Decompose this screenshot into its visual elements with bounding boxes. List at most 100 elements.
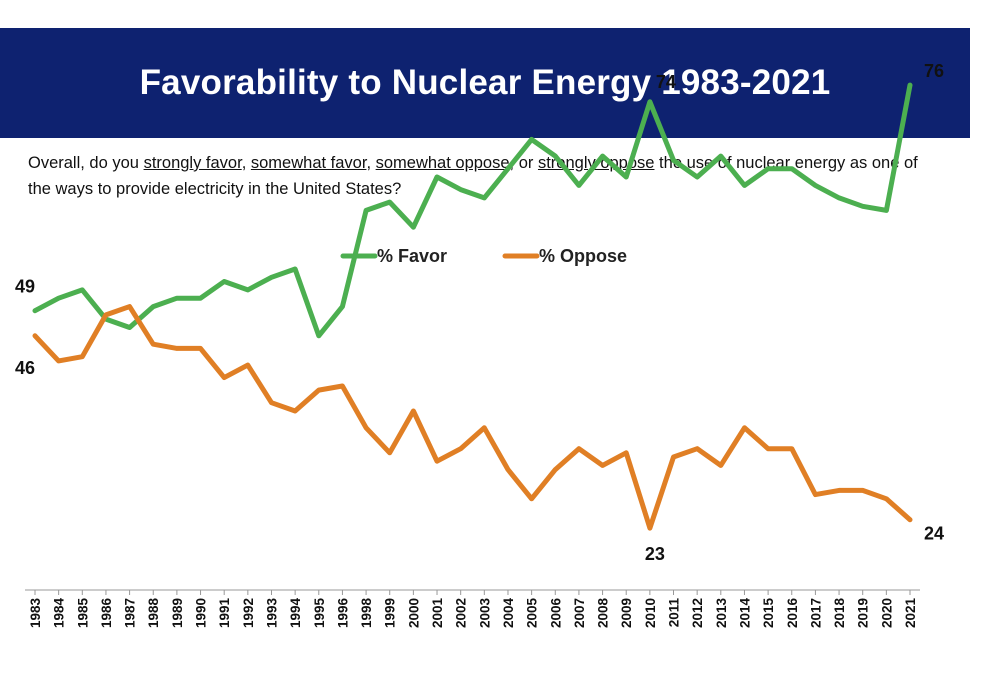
data-point-favor — [245, 287, 250, 293]
data-point-favor — [269, 275, 274, 280]
x-tick-label-1994: 1994 — [288, 598, 303, 629]
x-tick-label-2016: 2016 — [785, 598, 800, 629]
data-point-oppose — [884, 496, 889, 501]
data-point-oppose — [316, 387, 321, 393]
legend-label-oppose: % Oppose — [539, 246, 627, 266]
x-tick-label-1991: 1991 — [217, 598, 232, 629]
x-tick-label-2009: 2009 — [619, 598, 634, 628]
data-point-oppose — [411, 408, 416, 414]
x-tick-label-2002: 2002 — [454, 598, 469, 628]
data-point-favor — [789, 166, 794, 171]
x-tick-label-1984: 1984 — [52, 598, 67, 629]
data-point-oppose — [363, 425, 369, 430]
data-point-favor — [32, 308, 38, 313]
data-point-oppose — [198, 346, 203, 351]
data-point-favor — [836, 195, 842, 201]
series-line-favor — [32, 82, 913, 339]
data-point-oppose — [836, 488, 842, 493]
data-point-favor — [765, 166, 771, 171]
data-point-favor — [222, 279, 227, 284]
x-tick-label-2018: 2018 — [832, 598, 847, 629]
series-line-oppose — [32, 304, 913, 531]
data-point-favor — [198, 296, 203, 301]
data-point-favor — [151, 304, 156, 309]
x-tick-label-2019: 2019 — [856, 598, 871, 628]
data-point-oppose — [127, 304, 132, 309]
data-point-oppose — [576, 446, 582, 451]
data-point-favor — [411, 225, 416, 230]
data-label-favor-2010: 74 — [656, 72, 676, 92]
x-tick-label-2006: 2006 — [548, 598, 563, 629]
option-strongly-favor: strongly favor — [143, 154, 242, 172]
question-sep-1: , — [241, 154, 251, 172]
title-banner: Favorability to Nuclear Energy 1983-2021 — [0, 28, 970, 138]
x-tick-label-1999: 1999 — [383, 598, 398, 628]
data-point-oppose — [434, 459, 440, 464]
x-tick-label-2003: 2003 — [477, 598, 492, 629]
x-tick-label-2013: 2013 — [714, 598, 729, 629]
data-point-oppose — [482, 425, 487, 430]
data-point-favor — [387, 199, 392, 205]
data-point-oppose — [695, 446, 700, 451]
data-label-favor-1983: 49 — [15, 277, 35, 297]
data-point-favor — [671, 158, 676, 163]
x-tick-label-2020: 2020 — [879, 598, 894, 628]
option-somewhat-favor: somewhat favor — [250, 154, 367, 172]
x-tick-label-2014: 2014 — [737, 598, 752, 629]
data-point-favor — [624, 174, 629, 180]
data-point-oppose — [765, 446, 771, 451]
x-tick-label-2007: 2007 — [572, 598, 587, 628]
x-tick-label-2011: 2011 — [667, 598, 682, 628]
x-tick-label-2001: 2001 — [430, 598, 445, 629]
data-point-favor — [482, 195, 487, 201]
data-point-oppose — [269, 400, 274, 405]
data-point-oppose — [907, 517, 913, 522]
x-tick-label-1993: 1993 — [264, 598, 279, 629]
data-point-oppose — [151, 342, 156, 347]
data-point-oppose — [671, 454, 676, 460]
data-point-favor — [505, 166, 511, 171]
data-point-favor — [174, 296, 180, 301]
data-point-favor — [458, 187, 463, 192]
data-point-oppose — [813, 492, 818, 497]
data-point-favor — [434, 174, 440, 180]
data-point-oppose — [742, 425, 747, 430]
data-point-favor — [363, 208, 369, 213]
data-label-favor-2021: 76 — [924, 61, 944, 81]
x-tick-label-2000: 2000 — [406, 598, 421, 628]
x-tick-label-1996: 1996 — [335, 598, 350, 629]
data-point-favor — [529, 137, 534, 142]
data-label-oppose-1983: 46 — [15, 358, 35, 378]
question-prefix: Overall, do you — [28, 154, 144, 172]
x-tick-label-2015: 2015 — [761, 598, 776, 629]
data-point-oppose — [860, 488, 865, 493]
x-tick-label-1992: 1992 — [241, 598, 256, 628]
data-point-oppose — [647, 525, 653, 531]
x-tick-label-1985: 1985 — [75, 598, 90, 629]
data-point-favor — [695, 174, 700, 180]
data-point-favor — [647, 99, 653, 105]
x-tick-label-2012: 2012 — [690, 598, 705, 628]
data-point-oppose — [222, 375, 227, 380]
x-tick-label-1983: 1983 — [28, 598, 43, 629]
legend-label-favor: % Favor — [377, 246, 447, 266]
x-tick-label-2021: 2021 — [903, 598, 918, 629]
data-point-favor — [742, 183, 747, 188]
x-tick-label-1987: 1987 — [123, 598, 138, 628]
data-point-favor — [80, 287, 85, 293]
data-point-favor — [316, 333, 321, 338]
data-point-oppose — [103, 312, 109, 318]
data-point-oppose — [292, 408, 298, 414]
question-sep-2: , — [366, 154, 376, 172]
x-tick-label-2010: 2010 — [643, 598, 658, 628]
x-tick-label-1998: 1998 — [359, 598, 374, 629]
option-somewhat-oppose: somewhat oppose — [375, 154, 510, 172]
x-tick-label-2008: 2008 — [596, 598, 611, 629]
data-point-oppose — [340, 383, 345, 389]
question-suffix: the use of nuclear energy as one of the … — [28, 154, 918, 198]
data-point-favor — [907, 82, 913, 88]
data-point-favor — [340, 304, 345, 309]
x-tick-label-1986: 1986 — [99, 598, 114, 629]
data-point-favor — [600, 153, 605, 159]
